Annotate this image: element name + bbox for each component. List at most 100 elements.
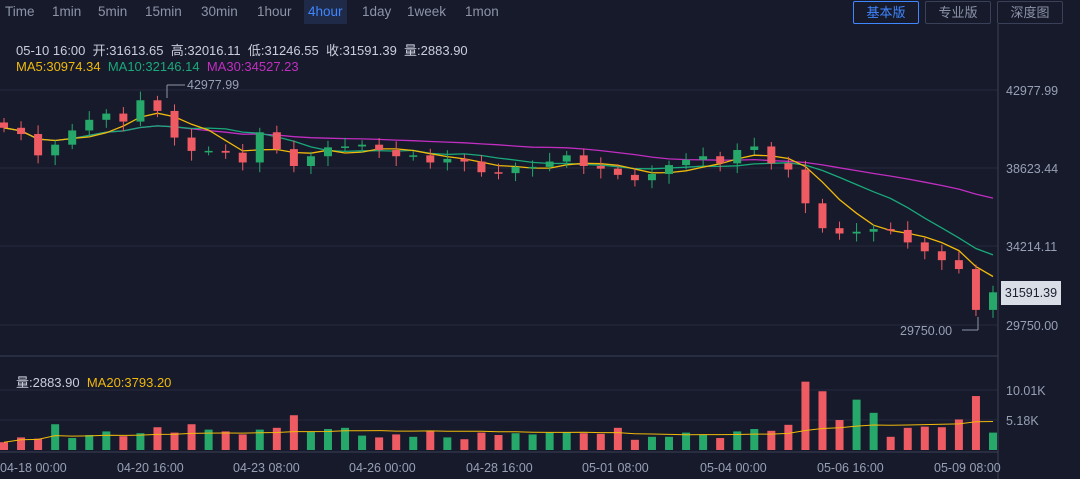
pro-view-button[interactable]: 专业版: [925, 1, 991, 24]
volume-bar: [153, 427, 162, 450]
candle-body: [170, 110, 179, 138]
candle-body: [409, 155, 418, 157]
volume-bar: [971, 396, 980, 450]
candle-body: [204, 150, 213, 153]
candle-body: [579, 155, 588, 167]
volume-bar: [68, 438, 77, 450]
price-axis-label: 34214.11: [1006, 240, 1057, 254]
candle-body: [306, 156, 315, 167]
candle-body: [341, 146, 350, 148]
volume-bar: [903, 427, 912, 450]
volume-bar: [409, 436, 418, 450]
ohlc-vol-label: 量:: [404, 43, 421, 58]
ohlc-close: 31591.39: [342, 43, 397, 58]
volume-bar: [937, 427, 946, 450]
candle-body: [682, 159, 691, 166]
volume-bar: [289, 415, 298, 450]
last-price-tag: 31591.39: [1001, 281, 1061, 305]
depth-view-button[interactable]: 深度图: [997, 1, 1063, 24]
tf-30min[interactable]: 30min: [201, 4, 238, 19]
price-axis-label: 42977.99: [1006, 84, 1058, 98]
ohlc-vol: 2883.90: [420, 43, 468, 58]
volume-bar: [51, 424, 60, 450]
tf-4hour[interactable]: 4hour: [304, 0, 347, 24]
volume-bar: [477, 432, 486, 450]
volume-bar: [255, 429, 264, 450]
time-axis-label: 05-09 08:00: [934, 461, 1001, 475]
tf-1hour[interactable]: 1hour: [257, 4, 292, 19]
tf-1week[interactable]: 1week: [407, 4, 447, 19]
volume-bar: [665, 436, 674, 450]
tf-1mon[interactable]: 1mon: [465, 4, 499, 19]
axes-group: 42977.99 38623.44 34214.11 29750.00 10.01K 5.…: [0, 78, 1058, 475]
volume-bar: [647, 436, 656, 450]
basic-view-button[interactable]: 基本版: [853, 1, 919, 24]
volume-bar: [869, 412, 878, 450]
candle-body: [136, 100, 145, 122]
volume-bar: [886, 436, 895, 450]
candle-body: [255, 132, 264, 163]
candle-body: [971, 269, 980, 310]
volume-bar: [818, 391, 827, 450]
volume-bar: [801, 381, 810, 450]
volume-bar: [852, 399, 861, 450]
candle-body: [818, 203, 827, 229]
volume-bar: [716, 438, 725, 450]
volume-bar: [511, 433, 520, 450]
volume-bar: [699, 434, 708, 450]
volume-legend: 量:2883.90 MA20:3793.20: [16, 372, 171, 391]
candle-body: [426, 155, 435, 163]
tf-time[interactable]: Time: [5, 4, 35, 19]
candle-body: [443, 158, 452, 163]
candlestick-chart[interactable]: 42977.99 38623.44 34214.11 29750.00 10.01K 5.…: [0, 24, 1080, 479]
time-axis-label: 04-18 00:00: [0, 461, 67, 475]
candle-body: [494, 172, 503, 174]
candle-body: [989, 292, 997, 310]
candle-body: [511, 166, 520, 174]
volume-axis-label: 5.18K: [1006, 414, 1039, 428]
high-annotation: 42977.99: [187, 78, 239, 92]
candle-body: [545, 161, 554, 167]
time-axis-label: 05-04 00:00: [700, 461, 767, 475]
ma-legend: MA5:30974.34 MA10:32146.14 MA30:34527.23: [16, 59, 299, 74]
tf-1day[interactable]: 1day: [362, 4, 392, 19]
volume-bar: [426, 431, 435, 450]
ma10-line: [3, 125, 994, 256]
price-axis-label: 29750.00: [1006, 319, 1058, 333]
low-annotation: 29750.00: [900, 324, 952, 338]
volume-axis-label: 10.01K: [1006, 384, 1046, 398]
candle-body: [392, 150, 401, 157]
candle-body: [733, 150, 742, 164]
volume-bar: [204, 429, 213, 450]
volume-bar: [460, 439, 469, 450]
candle-body: [835, 228, 844, 234]
volume-bar: [358, 435, 367, 450]
volume-value: 量:2883.90: [16, 375, 80, 390]
volume-bar: [733, 431, 742, 450]
volume-bar: [375, 437, 384, 450]
volume-bar: [0, 442, 8, 450]
ma5-line: [3, 112, 994, 278]
time-axis-label: 05-01 08:00: [582, 461, 649, 475]
price-axis-label: 38623.44: [1006, 162, 1058, 176]
candle-body: [647, 173, 656, 181]
candle-body: [102, 113, 111, 120]
volume-bar: [306, 432, 315, 450]
tf-5min[interactable]: 5min: [98, 4, 128, 19]
ohlc-high-label: 高:: [170, 43, 188, 58]
volume-bar: [170, 432, 179, 450]
volume-bar: [954, 419, 963, 450]
ma5-legend: MA5:30974.34: [16, 59, 101, 74]
candle-body: [937, 251, 946, 261]
tf-1min[interactable]: 1min: [52, 4, 82, 19]
candle-body: [119, 113, 128, 122]
candle-body: [665, 165, 674, 174]
time-axis-label: 04-26 00:00: [349, 461, 416, 475]
candle-body: [716, 156, 725, 164]
tf-15min[interactable]: 15min: [145, 4, 182, 19]
ohlc-close-label: 收:: [325, 43, 343, 58]
ohlc-low-label: 低:: [247, 43, 265, 58]
volume-bar: [767, 430, 776, 450]
volume-bar: [85, 435, 94, 450]
volume-bar: [989, 432, 997, 450]
